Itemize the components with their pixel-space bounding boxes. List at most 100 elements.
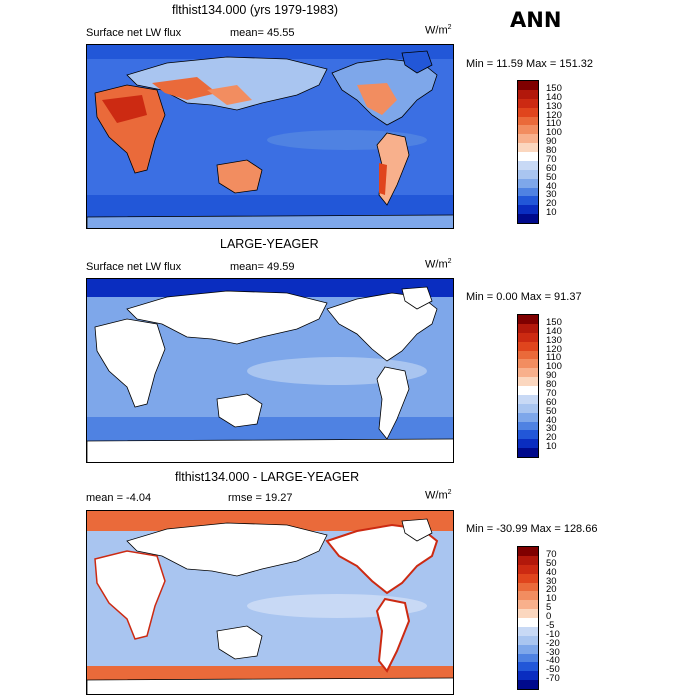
colorbar-tick-label: 150 xyxy=(546,316,562,328)
panel-1-mean-label: mean= 45.55 xyxy=(230,27,295,39)
colorbar-tick-label: 130 xyxy=(546,334,562,346)
colorbar-tick-label: 110 xyxy=(546,352,562,364)
colorbar-tick-label: 140 xyxy=(546,91,562,103)
colorbar-cell xyxy=(518,169,538,179)
eurasia-mask xyxy=(126,522,328,577)
colorbar-cell xyxy=(518,448,538,457)
north-america-mask xyxy=(326,292,438,362)
sa-hot-spot xyxy=(379,163,387,195)
colorbar-cell xyxy=(518,412,538,422)
colorbar-tick-label: 110 xyxy=(546,118,562,130)
colorbar-tick-label: 5 xyxy=(546,602,552,614)
colorbar-tick-label: -70 xyxy=(546,673,560,685)
panel-3-colorbar xyxy=(517,546,539,690)
colorbar-tick-label: 100 xyxy=(546,361,562,373)
colorbar-cell xyxy=(518,635,538,645)
antarctic-edge-band xyxy=(87,666,453,680)
panel-3-mean-label: mean = -4.04 xyxy=(86,492,152,504)
panel-2-variable-label: Surface net LW flux xyxy=(86,261,182,273)
panel-1-colorbar-ticks: 150 140 130 120 110 100 90 80 70 60 50 40 30 20 10 xyxy=(546,80,586,224)
colorbar-cell xyxy=(518,555,538,565)
middle-east-warm xyxy=(152,77,217,100)
colorbar-cell xyxy=(518,81,538,90)
colorbar-tick-label: 90 xyxy=(546,370,557,382)
colorbar-cell xyxy=(518,98,538,108)
colorbar-tick-label: 120 xyxy=(546,343,562,355)
south-america-mask xyxy=(375,597,411,673)
antarctica-mask xyxy=(87,438,453,462)
colorbar-cell xyxy=(518,662,538,672)
antarctica-mask xyxy=(87,677,453,694)
colorbar-cell xyxy=(518,107,538,117)
colorbar-cell xyxy=(518,332,538,342)
colorbar-tick-label: 80 xyxy=(546,379,557,390)
north-america-mask xyxy=(325,523,439,595)
australia-mask xyxy=(216,393,263,428)
colorbar-cell xyxy=(518,125,538,135)
colorbar-cell xyxy=(518,178,538,188)
colorbar-cell xyxy=(518,214,538,223)
colorbar-cell xyxy=(518,152,538,161)
colorbar-cell xyxy=(518,368,538,378)
colorbar-tick-label: 60 xyxy=(546,162,557,174)
colorbar-cell xyxy=(518,386,538,395)
arctic-ice-band xyxy=(87,279,453,297)
panel-2-map-plot xyxy=(87,279,453,462)
colorbar-cell xyxy=(518,547,538,556)
colorbar-tick-label: -40 xyxy=(546,655,560,667)
colorbar-tick-label: 20 xyxy=(546,432,557,444)
colorbar-tick-label: 130 xyxy=(546,100,562,112)
colorbar-cell xyxy=(518,609,538,618)
colorbar-cell xyxy=(518,143,538,152)
panel-3-map-plot xyxy=(87,511,453,694)
greenland-shape xyxy=(401,50,433,74)
colorbar-cell xyxy=(518,196,538,206)
colorbar-tick-label: 60 xyxy=(546,396,557,408)
central-asia-warm xyxy=(207,85,252,105)
panel-1-units: W/m2 xyxy=(425,24,452,37)
eurasia-mask xyxy=(126,290,328,345)
colorbar-tick-label: 20 xyxy=(546,584,557,596)
colorbar-cell xyxy=(518,359,538,369)
panel-1-map-plot xyxy=(87,45,453,228)
colorbar-cell xyxy=(518,573,538,583)
colorbar-tick-label: 10 xyxy=(546,593,557,605)
panel-3-map xyxy=(86,510,454,695)
colorbar-cell xyxy=(518,116,538,126)
colorbar-cell xyxy=(518,626,538,636)
colorbar-tick-label: 90 xyxy=(546,136,557,148)
colorbar-cell xyxy=(518,377,538,386)
colorbar-cell xyxy=(518,653,538,663)
colorbar-tick-label: 40 xyxy=(546,180,557,192)
panel-2-minmax: Min = 0.00 Max = 91.37 xyxy=(466,291,582,303)
africa-mask xyxy=(94,318,166,408)
na-west-warm xyxy=(357,83,397,115)
colorbar-cell xyxy=(518,394,538,404)
panel-1-minmax: Min = 11.59 Max = 151.32 xyxy=(466,58,593,70)
colorbar-tick-label: -10 xyxy=(546,628,560,640)
colorbar-cell xyxy=(518,439,538,449)
colorbar-cell xyxy=(518,160,538,170)
colorbar-cell xyxy=(518,421,538,431)
panel-3-title: flthist134.000 - LARGE-YEAGER xyxy=(175,470,360,484)
colorbar-tick-label: 70 xyxy=(546,548,557,560)
colorbar-cell xyxy=(518,430,538,440)
greenland-mask xyxy=(401,286,433,310)
arctic-warm-band xyxy=(87,511,453,531)
colorbar-tick-label: 40 xyxy=(546,414,557,426)
colorbar-tick-label: 140 xyxy=(546,325,562,337)
colorbar-tick-label: 50 xyxy=(546,557,557,569)
colorbar-cell xyxy=(518,564,538,574)
colorbar-tick-label: 30 xyxy=(546,575,557,587)
colorbar-tick-label: 10 xyxy=(546,207,557,219)
panel-3-minmax: Min = -30.99 Max = 128.66 xyxy=(466,523,598,535)
panel-3-colorbar-ticks: 70 50 40 30 20 10 5 0 -5 -10 -20 -30 -40 -50 -70 xyxy=(546,546,586,690)
colorbar-cell xyxy=(518,89,538,99)
colorbar-tick-label: 30 xyxy=(546,189,557,201)
colorbar-tick-label: 70 xyxy=(546,387,557,399)
colorbar-tick-label: 40 xyxy=(546,566,557,578)
colorbar-tick-label: 100 xyxy=(546,127,562,139)
panel-2-mean-label: mean= 49.59 xyxy=(230,261,295,273)
colorbar-cell xyxy=(518,403,538,413)
panel-2-colorbar xyxy=(517,314,539,458)
